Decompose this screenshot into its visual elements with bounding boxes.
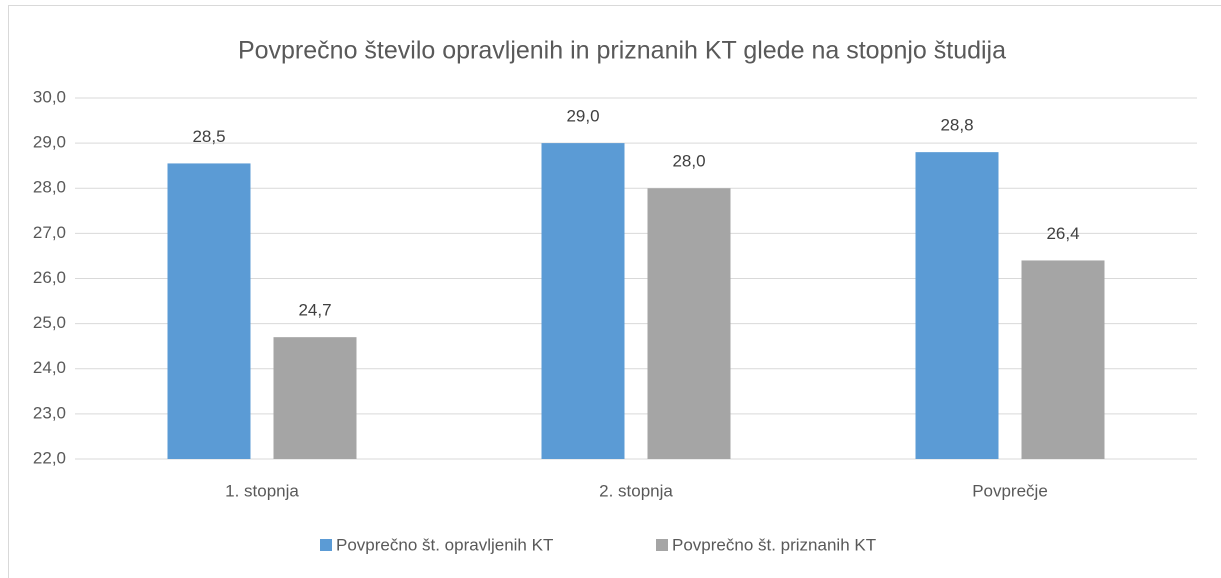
x-tick-label: 1. stopnja — [225, 481, 299, 500]
y-tick-label: 24,0 — [33, 358, 66, 377]
y-tick-label: 23,0 — [33, 403, 66, 422]
bar — [647, 188, 731, 459]
y-tick-label: 26,0 — [33, 268, 66, 287]
legend-swatch — [320, 539, 332, 551]
legend-label: Povprečno št. opravljenih KT — [336, 535, 553, 554]
bar — [167, 163, 251, 459]
y-tick-label: 30,0 — [33, 87, 66, 106]
legend-swatch — [656, 539, 668, 551]
chart-title: Povprečno število opravljenih in priznan… — [238, 37, 1006, 65]
y-tick-label: 22,0 — [33, 448, 66, 467]
y-tick-label: 28,0 — [33, 178, 66, 197]
data-label: 24,7 — [298, 301, 331, 320]
bar — [915, 152, 999, 459]
x-tick-label: Povprečje — [972, 481, 1048, 500]
bar — [541, 143, 625, 459]
data-label: 28,5 — [192, 127, 225, 146]
data-label: 28,8 — [940, 116, 973, 135]
data-label: 28,0 — [672, 152, 705, 171]
data-label: 29,0 — [566, 107, 599, 126]
y-tick-label: 27,0 — [33, 223, 66, 242]
bar — [1021, 260, 1105, 459]
x-tick-label: 2. stopnja — [599, 481, 673, 500]
bar — [273, 337, 357, 459]
y-tick-label: 25,0 — [33, 313, 66, 332]
data-label: 26,4 — [1046, 224, 1079, 243]
y-tick-label: 29,0 — [33, 133, 66, 152]
legend-label: Povprečno št. priznanih KT — [672, 535, 876, 554]
